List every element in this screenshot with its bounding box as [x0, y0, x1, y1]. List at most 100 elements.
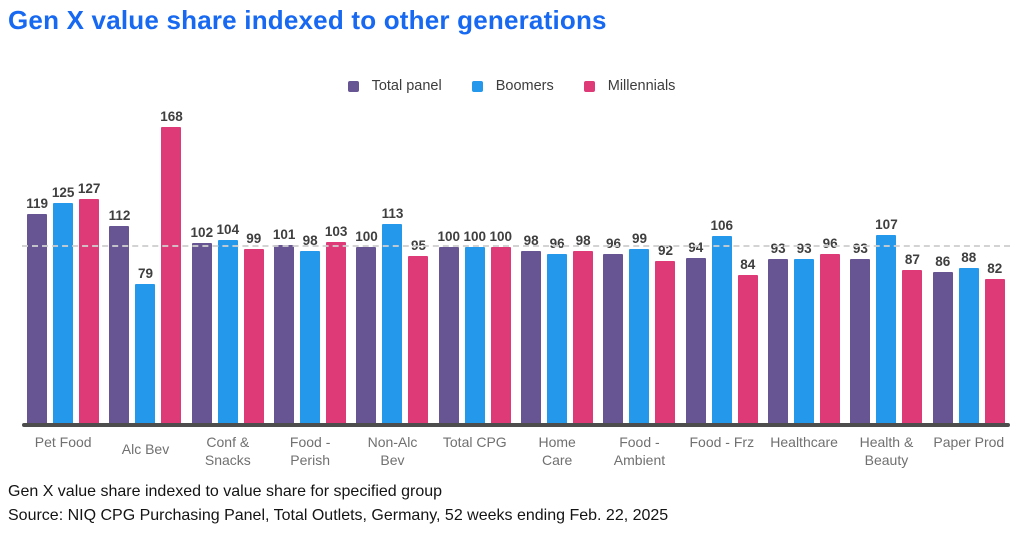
- bar-boomers: 79: [135, 266, 156, 423]
- bar-group-conf-snacks: 102 104 99: [187, 103, 269, 423]
- category-label-health-beauty: Health & Beauty: [859, 434, 914, 468]
- bar-value-label: 102: [190, 225, 214, 241]
- bar-group-pet-food: 119 125 127: [22, 103, 104, 423]
- legend-label: Millennials: [607, 78, 676, 94]
- category-label-conf-snacks: Conf & Snacks: [204, 434, 251, 468]
- chart-footnote: Gen X value share indexed to value share…: [8, 480, 668, 528]
- legend-swatch-icon: [471, 80, 483, 92]
- bar-total-panel: 93: [850, 241, 871, 423]
- category-label-total-cpg: Total CPG: [442, 434, 507, 450]
- bar-value-label: 88: [961, 250, 977, 266]
- bar-group-total-cpg: 100 100 100: [434, 103, 516, 423]
- bar-value-label: 96: [605, 236, 621, 252]
- bar-value-label: 96: [822, 236, 838, 252]
- bar-value-label: 98: [523, 232, 539, 248]
- bar-value-label: 95: [410, 237, 426, 253]
- bar-value-label: 93: [796, 241, 812, 257]
- bar-millennials: 87: [902, 252, 923, 423]
- bar-millennials: 82: [984, 261, 1005, 423]
- bar-boomers: 113: [382, 206, 403, 423]
- bar-boomers: 99: [629, 231, 650, 423]
- bar-boomers: 98: [300, 233, 321, 423]
- page-title: Gen X value share indexed to other gener…: [8, 5, 607, 35]
- bar-group-alc-bev: 112 79 168: [104, 103, 186, 423]
- category-label-healthcare: Healthcare: [770, 434, 838, 450]
- category-label-food-frz: Food - Frz: [689, 434, 755, 450]
- legend-label: Boomers: [495, 78, 554, 94]
- footnote-line-1: Gen X value share indexed to value share…: [8, 483, 443, 500]
- bar-value-label: 112: [108, 207, 131, 223]
- bar-value-label: 104: [216, 221, 240, 237]
- bar-total-panel: 102: [191, 225, 213, 423]
- bar-total-panel: 93: [768, 241, 789, 423]
- bar-value-label: 103: [324, 223, 348, 239]
- bar-millennials: 127: [78, 181, 100, 423]
- bar-value-label: 119: [26, 195, 49, 211]
- category-label-food-ambient: Food - Ambient: [613, 434, 666, 468]
- bar-boomers: 96: [547, 236, 568, 423]
- bar-group-food-frz: 94 106 84: [681, 103, 763, 423]
- bar-value-label: 94: [688, 239, 704, 255]
- bar-millennials: 168: [160, 109, 183, 423]
- bar-millennials: 100: [490, 229, 512, 423]
- chart-plot-area: 119 125 127 112 79 168 102 104 99 101 98 103 100 113 9…: [22, 103, 1010, 423]
- footnote-line-2: Source: NIQ CPG Purchasing Panel, Total …: [8, 507, 669, 524]
- bar-total-panel: 94: [685, 240, 706, 423]
- legend-swatch-icon: [583, 80, 595, 92]
- x-axis-line: [22, 423, 1010, 427]
- bar-value-label: 100: [489, 229, 513, 244]
- bar-group-home-care: 98 96 98: [516, 103, 598, 423]
- bar-value-label: 96: [549, 236, 565, 252]
- bar-millennials: 99: [243, 231, 264, 423]
- legend-swatch-icon: [347, 80, 359, 92]
- bar-total-panel: 98: [521, 233, 542, 423]
- bar-value-label: 93: [852, 241, 868, 257]
- bar-value-label: 99: [246, 230, 262, 246]
- bar-chart: 119 125 127 112 79 168 102 104 99 101 98 103 100 113 9…: [22, 103, 1010, 469]
- bar-value-label: 107: [875, 216, 898, 232]
- bar-group-food-perish: 101 98 103: [269, 103, 351, 423]
- bar-value-label: 98: [575, 232, 591, 248]
- legend-item-millennials[interactable]: Millennials: [583, 78, 676, 94]
- bar-boomers: 107: [875, 217, 898, 423]
- bar-total-panel: 96: [603, 236, 624, 423]
- legend-item-total-panel[interactable]: Total panel: [347, 78, 442, 94]
- bar-value-label: 100: [463, 229, 487, 244]
- category-label-alc-bev: Alc Bev: [121, 441, 170, 457]
- bar-millennials: 95: [408, 238, 429, 423]
- bar-value-label: 87: [904, 251, 920, 267]
- bar-total-panel: 101: [273, 227, 295, 423]
- bar-millennials: 96: [820, 236, 841, 423]
- bar-value-label: 93: [770, 241, 786, 257]
- bar-group-paper-prod: 86 88 82: [928, 103, 1010, 423]
- bar-group-healthcare: 93 93 96: [763, 103, 845, 423]
- bar-total-panel: 100: [438, 229, 460, 423]
- bar-total-panel: 100: [355, 229, 378, 423]
- bar-boomers: 88: [958, 250, 979, 423]
- chart-legend: Total panel Boomers Millennials: [0, 78, 1023, 94]
- bar-value-label: 168: [160, 109, 183, 125]
- category-label-food-perish: Food - Perish: [289, 434, 331, 468]
- category-label-pet-food: Pet Food: [34, 434, 92, 450]
- bar-value-label: 82: [987, 260, 1003, 276]
- bar-value-label: 101: [272, 227, 296, 243]
- bar-millennials: 92: [655, 243, 676, 423]
- bar-value-label: 92: [657, 243, 673, 259]
- bar-group-non-alc-bev: 100 113 95: [351, 103, 433, 423]
- legend-label: Total panel: [371, 78, 442, 94]
- bar-value-label: 98: [302, 232, 318, 248]
- bar-value-label: 84: [740, 257, 756, 273]
- bar-value-label: 86: [935, 253, 951, 269]
- bar-value-label: 100: [437, 229, 461, 244]
- bar-value-label: 125: [51, 185, 75, 200]
- bar-total-panel: 112: [109, 208, 130, 423]
- legend-item-boomers[interactable]: Boomers: [471, 78, 554, 94]
- bar-boomers: 125: [52, 185, 74, 423]
- bar-boomers: 93: [794, 241, 815, 423]
- bar-boomers: 104: [217, 222, 239, 423]
- category-label-paper-prod: Paper Prod: [933, 434, 1005, 450]
- x-axis-labels: Pet Food Alc Bev Conf & Snacks Food - Perish N…: [22, 433, 1010, 469]
- category-label-non-alc-bev: Non-Alc Bev: [367, 434, 418, 468]
- bar-total-panel: 119: [26, 196, 48, 423]
- bar-value-label: 79: [137, 265, 153, 281]
